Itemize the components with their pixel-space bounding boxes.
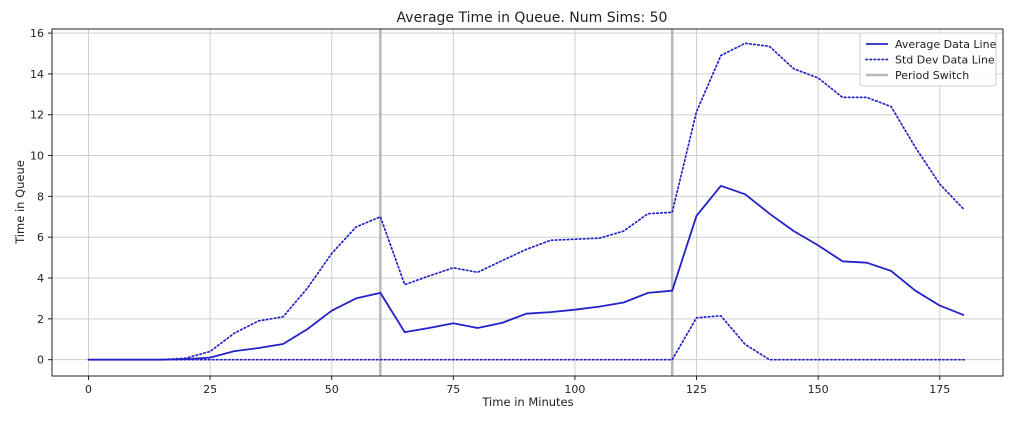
legend: Average Data Line Std Dev Data Line Period… <box>859 32 997 87</box>
legend-label: Average Data Line <box>895 38 997 51</box>
y-tick-label: 16 <box>30 27 44 40</box>
x-axis-ticks: 0 25 50 75 100 125 150 175 <box>85 376 950 396</box>
legend-label: Std Dev Data Line <box>895 54 995 67</box>
y-tick-label: 12 <box>30 109 44 122</box>
y-tick-label: 14 <box>30 68 44 81</box>
data-series <box>87 42 965 361</box>
y-tick-label: 10 <box>30 150 44 163</box>
y-axis-ticks: 0 2 4 6 8 10 12 14 16 <box>30 27 52 367</box>
x-tick-label: 25 <box>203 383 217 396</box>
y-tick-label: 6 <box>37 231 44 244</box>
y-tick-label: 2 <box>37 313 44 326</box>
grid <box>52 29 1003 376</box>
legend-label: Period Switch <box>895 69 969 82</box>
std-dev-series-line <box>87 42 965 361</box>
x-tick-label: 150 <box>808 383 829 396</box>
y-tick-label: 4 <box>37 272 44 285</box>
average-series-line <box>88 184 965 361</box>
std-dev-series-line <box>87 314 965 361</box>
y-tick-label: 8 <box>37 190 44 203</box>
x-tick-label: 50 <box>325 383 339 396</box>
period-switch-lines <box>379 29 674 376</box>
legend-box <box>859 32 997 87</box>
plot-area-frame <box>51 28 1004 377</box>
chart-title: Average Time in Queue. Num Sims: 50 <box>397 10 668 26</box>
x-tick-label: 75 <box>446 383 460 396</box>
x-tick-label: 100 <box>564 383 585 396</box>
x-tick-label: 125 <box>686 383 707 396</box>
x-tick-label: 0 <box>85 383 92 396</box>
y-tick-label: 0 <box>37 354 44 367</box>
x-axis-label: Time in Minutes <box>481 395 573 409</box>
y-axis-label: Time in Queue <box>13 160 27 245</box>
x-tick-label: 175 <box>929 383 950 396</box>
